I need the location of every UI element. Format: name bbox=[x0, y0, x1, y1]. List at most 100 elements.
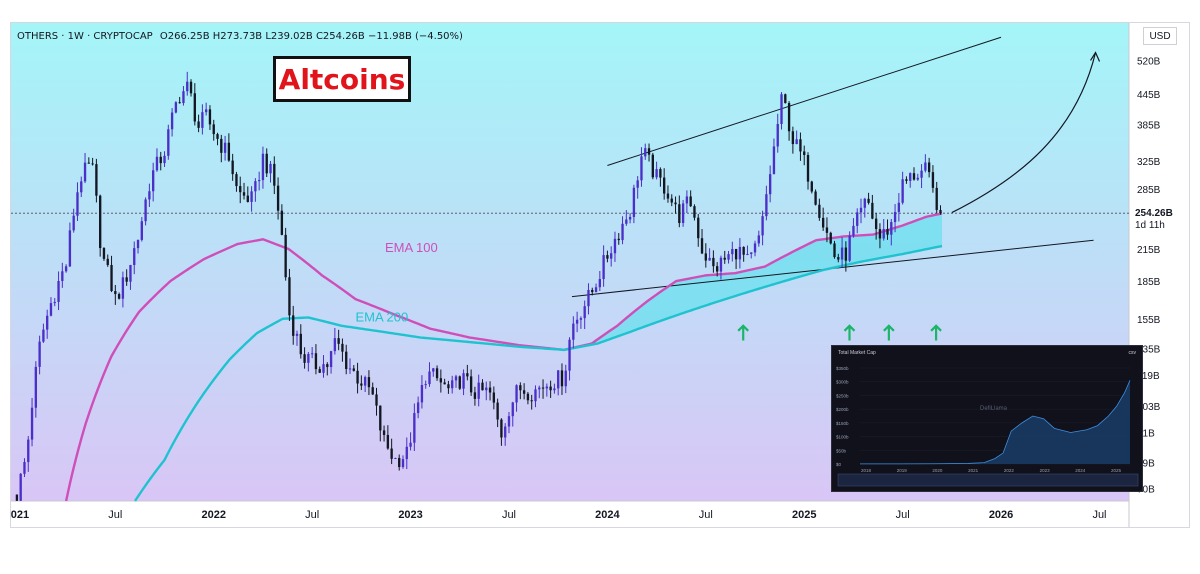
candle-body[interactable] bbox=[659, 169, 662, 178]
candle-body[interactable] bbox=[310, 353, 314, 355]
candle-body[interactable] bbox=[265, 153, 268, 174]
candle-body[interactable] bbox=[833, 243, 836, 258]
candle-body[interactable] bbox=[663, 177, 666, 194]
candle-body[interactable] bbox=[292, 315, 295, 336]
candle-body[interactable] bbox=[488, 387, 492, 393]
candle-body[interactable] bbox=[874, 218, 878, 230]
candle-body[interactable] bbox=[72, 215, 75, 231]
candle-body[interactable] bbox=[780, 94, 783, 124]
candle-body[interactable] bbox=[579, 318, 583, 320]
candle-body[interactable] bbox=[451, 380, 454, 389]
candle-body[interactable] bbox=[549, 386, 552, 391]
candle-body[interactable] bbox=[651, 154, 654, 178]
candle-body[interactable] bbox=[356, 370, 359, 384]
candle-body[interactable] bbox=[235, 174, 238, 187]
candle-body[interactable] bbox=[144, 199, 147, 222]
candle-body[interactable] bbox=[844, 247, 848, 261]
candle-body[interactable] bbox=[337, 338, 340, 344]
candle-body[interactable] bbox=[148, 191, 151, 200]
candle-body[interactable] bbox=[719, 257, 723, 272]
candle-body[interactable] bbox=[375, 394, 378, 406]
currency-button[interactable]: USD bbox=[1143, 27, 1177, 45]
candle-body[interactable] bbox=[901, 179, 904, 203]
candle-body[interactable] bbox=[167, 129, 170, 156]
candle-body[interactable] bbox=[897, 202, 901, 212]
candle-body[interactable] bbox=[753, 243, 757, 253]
candle-body[interactable] bbox=[916, 177, 919, 180]
candle-body[interactable] bbox=[458, 376, 461, 389]
candle-body[interactable] bbox=[617, 238, 620, 241]
candle-body[interactable] bbox=[678, 204, 681, 224]
candle-body[interactable] bbox=[61, 271, 64, 282]
candle-body[interactable] bbox=[454, 376, 458, 381]
candle-body[interactable] bbox=[341, 343, 344, 352]
candle-body[interactable] bbox=[821, 217, 825, 228]
candle-body[interactable] bbox=[610, 253, 613, 259]
candle-body[interactable] bbox=[935, 187, 938, 211]
candle-body[interactable] bbox=[394, 457, 397, 459]
candle-body[interactable] bbox=[541, 387, 545, 389]
candle-body[interactable] bbox=[791, 131, 795, 145]
candle-body[interactable] bbox=[318, 369, 321, 373]
candle-body[interactable] bbox=[803, 151, 806, 156]
candle-body[interactable] bbox=[87, 162, 90, 164]
candle-body[interactable] bbox=[534, 389, 537, 402]
candle-body[interactable] bbox=[644, 148, 647, 157]
candle-body[interactable] bbox=[428, 371, 431, 385]
candle-body[interactable] bbox=[345, 351, 348, 370]
candle-body[interactable] bbox=[382, 430, 386, 435]
candle-body[interactable] bbox=[871, 202, 874, 219]
candle-body[interactable] bbox=[386, 434, 390, 449]
candle-body[interactable] bbox=[223, 142, 227, 153]
candle-body[interactable] bbox=[496, 402, 499, 420]
candle-body[interactable] bbox=[140, 221, 143, 240]
candle-body[interactable] bbox=[201, 112, 204, 128]
candle-body[interactable] bbox=[530, 400, 533, 402]
candle-body[interactable] bbox=[693, 206, 696, 218]
candle-body[interactable] bbox=[640, 156, 643, 181]
candle-body[interactable] bbox=[151, 170, 155, 192]
candle-body[interactable] bbox=[768, 174, 772, 195]
candle-body[interactable] bbox=[174, 102, 178, 113]
candle-body[interactable] bbox=[121, 277, 125, 299]
candle-body[interactable] bbox=[606, 255, 609, 259]
candle-body[interactable] bbox=[519, 385, 522, 391]
inset-csv-button[interactable]: csv bbox=[1128, 350, 1137, 356]
candle-body[interactable] bbox=[485, 387, 488, 391]
candle-body[interactable] bbox=[110, 264, 113, 292]
candle-body[interactable] bbox=[757, 235, 760, 244]
candle-body[interactable] bbox=[197, 121, 200, 128]
candle-body[interactable] bbox=[557, 370, 560, 389]
candle-body[interactable] bbox=[322, 364, 325, 373]
candle-body[interactable] bbox=[193, 93, 196, 122]
candle-body[interactable] bbox=[15, 494, 19, 501]
candle-body[interactable] bbox=[727, 254, 730, 260]
candle-body[interactable] bbox=[80, 181, 83, 193]
candle-body[interactable] bbox=[163, 155, 166, 164]
candle-body[interactable] bbox=[46, 315, 49, 330]
candle-body[interactable] bbox=[814, 191, 817, 205]
candle-body[interactable] bbox=[731, 248, 734, 255]
candle-body[interactable] bbox=[424, 384, 427, 386]
candle-body[interactable] bbox=[401, 459, 405, 468]
candle-body[interactable] bbox=[133, 248, 136, 266]
candle-body[interactable] bbox=[95, 164, 98, 196]
candle-body[interactable] bbox=[583, 306, 586, 319]
candle-body[interactable] bbox=[784, 94, 787, 104]
candle-body[interactable] bbox=[715, 266, 719, 272]
candle-body[interactable] bbox=[890, 222, 893, 235]
candle-body[interactable] bbox=[27, 439, 30, 463]
candle-body[interactable] bbox=[704, 253, 707, 261]
candle-body[interactable] bbox=[765, 194, 768, 217]
candle-body[interactable] bbox=[299, 333, 302, 355]
candle-body[interactable] bbox=[746, 253, 749, 255]
candle-body[interactable] bbox=[117, 294, 121, 299]
candle-body[interactable] bbox=[909, 173, 912, 181]
candle-body[interactable] bbox=[34, 366, 38, 408]
candle-body[interactable] bbox=[257, 180, 261, 182]
candle-body[interactable] bbox=[636, 180, 639, 188]
candle-body[interactable] bbox=[647, 148, 651, 155]
candle-body[interactable] bbox=[882, 229, 885, 239]
candle-body[interactable] bbox=[23, 462, 26, 474]
candle-body[interactable] bbox=[526, 393, 530, 401]
